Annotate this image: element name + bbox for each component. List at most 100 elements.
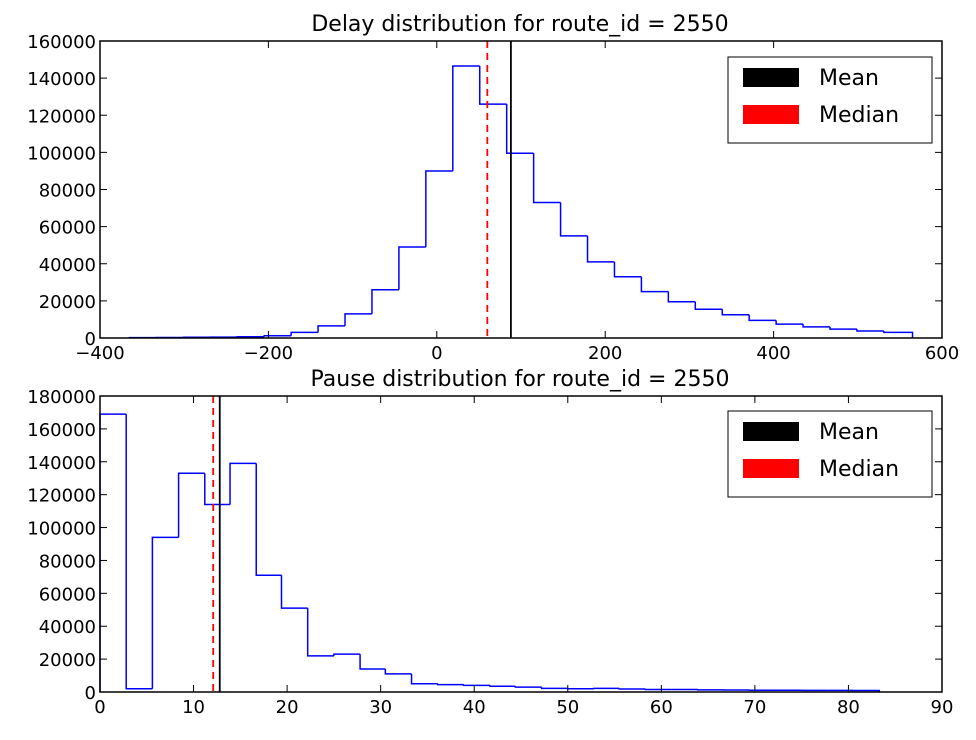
pause-plot-frame [99,395,943,693]
delay-y-axis: 0 20000 40000 60000 80000 100000 120000 140000 1… [27,32,942,350]
delay-chart: Delay distribution for route_id = 2550 −… [27,12,959,364]
delay-bin-10 [398,246,426,290]
delay-bin-21 [694,301,723,310]
delay-legend-label-median: Median [819,103,899,128]
pause-legend-label-median: Median [819,457,899,482]
pause-ytick-label-8: 160000 [27,420,96,441]
pause-bin-5 [229,462,257,505]
pause-bin-3 [177,472,205,538]
delay-bin-16 [559,202,588,237]
delay-bin-6 [290,331,319,336]
delay-histogram [128,65,914,339]
pause-ytick-label-7: 140000 [27,453,96,474]
delay-bin-18 [613,261,642,278]
delay-reference-lines [486,41,512,338]
delay-chart-title: Delay distribution for route_id = 2550 [311,12,728,37]
delay-xtick-label-4: 400 [756,343,790,364]
pause-ytick-label-0: 0 [85,683,96,704]
delay-ytick-label-0: 0 [85,329,96,350]
pause-bin-0 [99,413,127,692]
pause-ytick-label-4: 80000 [39,551,96,572]
delay-xtick-label-5: 600 [925,343,959,364]
pause-xtick-label-0: 0 [94,697,105,718]
delay-legend-swatch-median [743,105,799,124]
delay-bin-15 [532,153,561,204]
pause-bin-1 [125,414,153,690]
delay-ytick-label-4: 80000 [39,181,96,202]
delay-x-axis: −400 −200 0 200 400 600 [75,41,959,364]
delay-bin-11 [425,170,453,248]
pause-chart-title: Pause distribution for route_id = 2550 [311,367,730,392]
pause-x-axis: 0 10 20 30 40 50 60 70 80 90 [94,396,953,718]
delay-ytick-label-7: 140000 [27,69,96,90]
pause-bin-4 [204,473,231,506]
pause-ytick-label-5: 100000 [27,519,96,540]
delay-bin-25 [802,324,831,328]
pause-bin-7 [280,575,308,609]
delay-xtick-label-2: 0 [431,343,442,364]
delay-bin-26 [829,326,857,330]
pause-bin-11 [384,668,412,675]
pause-ytick-label-2: 40000 [39,617,96,638]
delay-bin-12 [452,65,480,171]
delay-ytick-label-8: 160000 [27,32,96,53]
pause-bin-2 [151,536,179,689]
pause-ytick-label-1: 20000 [39,650,96,671]
delay-bin-5 [263,335,292,337]
pause-ytick-label-9: 180000 [27,387,96,408]
delay-bin-8 [344,313,372,326]
pause-ytick-label-3: 60000 [39,584,96,605]
pause-xtick-label-5: 50 [556,697,579,718]
delay-bin-24 [775,320,804,325]
delay-bin-22 [721,309,750,316]
delay-bin-19 [640,276,669,293]
pause-legend-swatch-median [743,459,799,478]
pause-xtick-label-1: 10 [182,697,205,718]
delay-ytick-label-6: 120000 [27,106,96,127]
delay-legend-swatch-mean [743,68,799,87]
pause-legend-box [727,410,933,498]
delay-bin-9 [371,288,399,314]
delay-bin-23 [748,314,777,322]
delay-bin-17 [586,235,615,263]
delay-bin-27 [856,329,884,332]
pause-bin-9 [333,653,361,656]
delay-xtick-label-0: −400 [75,343,124,364]
delay-ytick-label-1: 20000 [39,292,96,313]
pause-bin-14 [463,684,491,687]
pause-y-axis: 0 20000 40000 60000 80000 100000 120000 140000 1… [27,387,942,704]
pause-legend-swatch-mean [743,422,799,441]
delay-bin-7 [317,325,346,333]
delay-ytick-label-2: 40000 [39,255,96,276]
delay-xtick-label-1: −200 [244,343,293,364]
pause-bin-12 [410,673,438,685]
pause-bin-16 [514,686,542,688]
delay-xtick-label-3: 200 [588,343,622,364]
pause-xtick-label-7: 70 [743,697,766,718]
pause-ytick-label-6: 120000 [27,486,96,507]
pause-reference-lines [212,396,221,692]
delay-bin-13 [478,66,507,105]
pause-xtick-label-2: 20 [276,697,299,718]
pause-xtick-label-3: 30 [369,697,392,718]
pause-xtick-label-4: 40 [463,697,486,718]
pause-legend-label-mean: Mean [819,420,879,445]
pause-bin-13 [436,683,464,686]
pause-bin-20 [618,688,646,690]
delay-bin-28 [883,330,914,338]
delay-legend-label-mean: Mean [819,66,879,91]
delay-bin-20 [667,291,696,303]
delay-legend: Mean Median [727,56,933,144]
pause-xtick-label-8: 80 [837,697,860,718]
pause-legend: Mean Median [727,410,933,498]
pause-bin-8 [306,608,334,657]
pause-bin-17 [540,687,568,690]
pause-bin-15 [489,685,516,687]
delay-bin-14 [505,104,534,155]
delay-ytick-label-3: 60000 [39,218,96,239]
pause-bin-6 [255,463,282,576]
pause-bin-10 [359,654,386,670]
pause-chart: Pause distribution for route_id = 2550 0… [27,367,953,718]
pause-xtick-label-9: 90 [931,697,954,718]
